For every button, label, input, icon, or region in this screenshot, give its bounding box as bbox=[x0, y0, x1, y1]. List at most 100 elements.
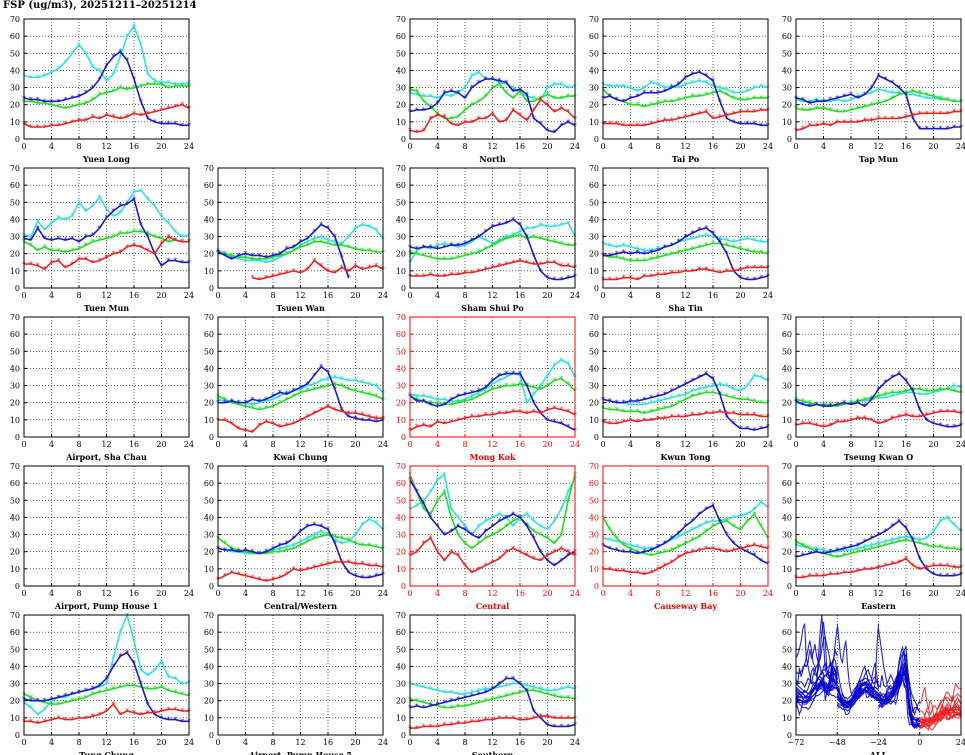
series-line-blue bbox=[409, 479, 576, 567]
x-tick-label: 4 bbox=[435, 589, 440, 598]
x-tick-label: 0 bbox=[793, 440, 798, 449]
y-tick-label: 10 bbox=[204, 416, 214, 425]
series-line-blue bbox=[217, 523, 384, 579]
x-tick-label: 8 bbox=[76, 589, 81, 598]
y-tick-label: 70 bbox=[204, 462, 214, 471]
x-tick-label: 8 bbox=[655, 142, 660, 151]
x-tick-label: 16 bbox=[129, 738, 139, 747]
series-line-red bbox=[409, 536, 576, 574]
y-tick-label: 70 bbox=[10, 313, 20, 322]
x-tick-label: 16 bbox=[129, 589, 139, 598]
x-tick-label: 20 bbox=[542, 738, 552, 747]
series-line-blue bbox=[795, 74, 961, 130]
panel-label: Airport, Pump House 1 bbox=[54, 601, 158, 611]
x-tick-label: 0 bbox=[407, 589, 412, 598]
y-tick-label: 40 bbox=[204, 662, 214, 671]
series-line-cyan bbox=[602, 500, 769, 550]
series-line-red bbox=[603, 544, 769, 575]
y-tick-label: 30 bbox=[589, 84, 599, 93]
y-tick-label: 50 bbox=[396, 645, 406, 654]
series-line-green bbox=[602, 391, 768, 414]
x-tick-label: 16 bbox=[708, 440, 718, 449]
y-tick-label: 20 bbox=[10, 250, 20, 259]
x-tick-label: 4 bbox=[821, 440, 826, 449]
series-line-red bbox=[218, 405, 383, 433]
x-tick-label: 8 bbox=[76, 142, 81, 151]
y-tick-label: 30 bbox=[782, 382, 792, 391]
series-line-cyan bbox=[23, 24, 190, 85]
x-tick-label: 12 bbox=[101, 291, 111, 300]
series-line-cyan bbox=[602, 79, 769, 94]
panel-all: −72 −48 −24 0 24 0 10 20 30 40 50 60 70 ALL bbox=[782, 611, 965, 755]
x-tick-label: 4 bbox=[49, 738, 54, 747]
y-tick-label: 0 bbox=[15, 582, 20, 591]
x-tick-label: 8 bbox=[462, 142, 467, 151]
x-tick-label: 24 bbox=[378, 291, 388, 300]
y-tick-label: 70 bbox=[782, 462, 792, 471]
series-line-green bbox=[409, 234, 575, 260]
x-tick-label: 8 bbox=[848, 142, 853, 151]
y-tick-label: 20 bbox=[10, 697, 20, 706]
series-line-red bbox=[23, 103, 190, 128]
series-line-all bbox=[795, 614, 838, 717]
panel-label: Tsuen Wan bbox=[276, 303, 325, 313]
y-tick-label: 60 bbox=[396, 479, 406, 488]
panel-label: Eastern bbox=[861, 601, 896, 611]
x-tick-label: 20 bbox=[542, 589, 552, 598]
y-tick-label: 30 bbox=[589, 531, 599, 540]
plot-frame bbox=[409, 167, 576, 289]
series-line-blue bbox=[409, 78, 576, 133]
y-tick-label: 40 bbox=[10, 66, 20, 75]
y-tick-label: 40 bbox=[396, 662, 406, 671]
x-tick-label: 8 bbox=[76, 738, 81, 747]
x-tick-label: 0 bbox=[21, 589, 26, 598]
series-line-blue bbox=[23, 50, 189, 127]
x-tick-label: 12 bbox=[101, 589, 111, 598]
y-tick-label: 20 bbox=[204, 697, 214, 706]
y-tick-label: 10 bbox=[396, 565, 406, 574]
x-tick-label: 0 bbox=[21, 142, 26, 151]
x-tick-label: 12 bbox=[295, 291, 305, 300]
x-tick-label: 4 bbox=[243, 440, 248, 449]
y-tick-label: 70 bbox=[782, 15, 792, 24]
series-line-red bbox=[24, 702, 189, 724]
x-tick-label: 0 bbox=[917, 738, 922, 747]
x-tick-label: 24 bbox=[570, 142, 580, 151]
x-tick-label: 12 bbox=[680, 142, 690, 151]
series-line-green bbox=[409, 83, 575, 120]
x-tick-label: 16 bbox=[515, 440, 525, 449]
x-tick-label: 8 bbox=[270, 291, 275, 300]
plot-frame bbox=[602, 18, 769, 140]
y-tick-label: 70 bbox=[589, 313, 599, 322]
y-tick-label: 50 bbox=[589, 198, 599, 207]
x-tick-label: 4 bbox=[435, 440, 440, 449]
x-tick-label: 16 bbox=[708, 142, 718, 151]
x-tick-label: 0 bbox=[407, 142, 412, 151]
y-tick-label: 0 bbox=[401, 433, 406, 442]
y-tick-label: 40 bbox=[204, 513, 214, 522]
series-line-cyan bbox=[409, 358, 576, 405]
y-tick-label: 50 bbox=[782, 49, 792, 58]
y-tick-label: 0 bbox=[787, 582, 792, 591]
y-tick-label: 50 bbox=[204, 347, 214, 356]
series-line-all bbox=[836, 682, 879, 703]
x-tick-label: 4 bbox=[628, 142, 633, 151]
y-tick-label: 50 bbox=[589, 347, 599, 356]
series-line-green bbox=[24, 83, 189, 109]
x-tick-label: 12 bbox=[101, 738, 111, 747]
series-line-all bbox=[795, 683, 838, 695]
y-tick-label: 20 bbox=[782, 399, 792, 408]
y-tick-label: 0 bbox=[594, 582, 599, 591]
series-line-all bbox=[919, 715, 961, 729]
x-tick-label: 24 bbox=[763, 291, 773, 300]
series-line-all bbox=[795, 664, 838, 702]
x-tick-label: 16 bbox=[708, 589, 718, 598]
plot-frame bbox=[795, 614, 962, 736]
y-tick-label: 20 bbox=[396, 697, 406, 706]
y-tick-label: 70 bbox=[10, 15, 20, 24]
series-line-cyan bbox=[795, 516, 962, 553]
